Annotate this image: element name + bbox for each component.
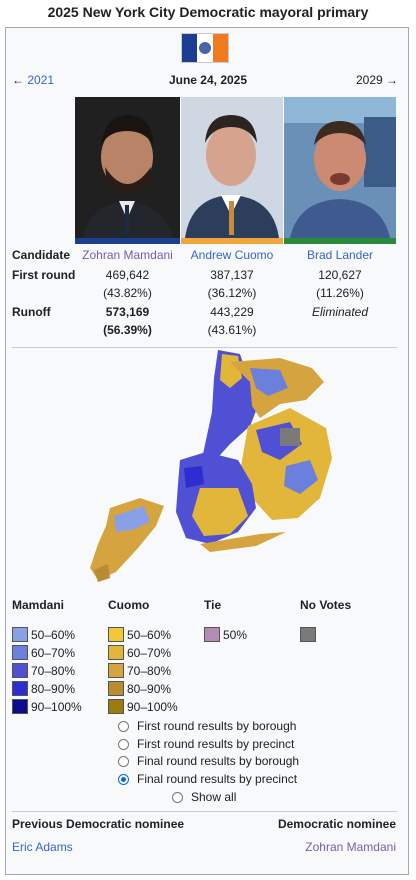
option-first-round-borough[interactable]: First round results by borough — [118, 719, 296, 733]
option-show-all[interactable]: Show all — [172, 790, 236, 804]
divider — [12, 811, 397, 812]
nyc-flag-image[interactable] — [181, 33, 229, 63]
legend-swatch-cuomo-70-80 — [108, 663, 124, 678]
cuomo-first-votes: 387,137 — [210, 268, 254, 282]
legend-label-cuomo-90-100: 90–100% — [127, 700, 178, 714]
cuomo-first-pct: (36.12%) — [207, 286, 257, 300]
cuomo-color-strip — [181, 238, 283, 244]
cuomo-photo[interactable] — [181, 97, 283, 238]
lander-color-strip — [284, 238, 396, 244]
lander-first-votes: 120,627 — [318, 268, 362, 282]
lander-first-pct: (11.26%) — [316, 286, 364, 300]
legend-label-mamdani-90-100: 90–100% — [31, 700, 82, 714]
lander-runoff-status: Eliminated — [311, 305, 369, 319]
legend-swatch-cuomo-60-70 — [108, 645, 124, 660]
legend-title-mamdani: Mamdani — [12, 598, 65, 612]
mamdani-color-strip — [75, 238, 180, 244]
left-arrow-icon: ← — [12, 73, 24, 87]
lander-photo[interactable] — [284, 97, 396, 238]
radio-icon[interactable] — [118, 755, 129, 767]
runoff-label: Runoff — [12, 305, 51, 319]
legend-label-cuomo-50-60: 50–60% — [127, 628, 172, 642]
legend-swatch-cuomo-80-90 — [108, 681, 124, 696]
mamdani-name-link[interactable]: Zohran Mamdani — [82, 248, 173, 262]
legend-swatch-mamdani-50-60 — [12, 627, 28, 642]
first-round-label: First round — [12, 268, 76, 282]
cuomo-runoff-votes: 443,229 — [210, 305, 254, 319]
legend-label-cuomo-60-70: 60–70% — [127, 646, 172, 660]
legend-label-mamdani-50-60: 50–60% — [31, 628, 76, 642]
legend-swatch-mamdani-90-100 — [12, 699, 28, 714]
infobox-title: 2025 New York City Democratic mayoral pr… — [47, 4, 369, 20]
divider — [12, 347, 397, 348]
zohran-mamdani-link[interactable]: Zohran Mamdani — [305, 840, 396, 854]
radio-icon[interactable] — [118, 720, 129, 732]
next-election-link[interactable]: 2029 → — [356, 73, 399, 87]
right-arrow-icon: → — [386, 73, 399, 87]
prev-election-link[interactable]: ← 2021 — [12, 73, 55, 87]
legend-label-mamdani-70-80: 70–80% — [31, 664, 76, 678]
cuomo-runoff-pct: (43.61%) — [207, 323, 257, 337]
radio-icon[interactable] — [172, 791, 183, 803]
legend-title-tie: Tie — [204, 598, 222, 612]
radio-icon[interactable] — [118, 738, 129, 750]
legend-swatch-cuomo-50-60 — [108, 627, 124, 642]
candidate-row-label: Candidate — [12, 248, 71, 262]
previous-nominee-label: Previous Democratic nominee — [12, 817, 185, 831]
legend-swatch-no-votes — [300, 627, 316, 642]
lander-name-link[interactable]: Brad Lander — [306, 248, 374, 262]
legend-label-mamdani-60-70: 60–70% — [31, 646, 76, 660]
legend-title-cuomo: Cuomo — [108, 598, 150, 612]
legend-label-cuomo-80-90: 80–90% — [127, 682, 172, 696]
precinct-results-map[interactable] — [80, 348, 335, 588]
legend-swatch-mamdani-70-80 — [12, 663, 28, 678]
mamdani-runoff-votes: 573,169 — [105, 305, 150, 319]
legend-swatch-cuomo-90-100 — [108, 699, 124, 714]
election-date: June 24, 2025 — [168, 73, 248, 87]
eric-adams-link[interactable]: Eric Adams — [12, 840, 73, 854]
legend-label-mamdani-80-90: 80–90% — [31, 682, 76, 696]
option-final-round-borough[interactable]: Final round results by borough — [118, 754, 299, 768]
legend-label-cuomo-70-80: 70–80% — [127, 664, 172, 678]
mamdani-photo[interactable] — [75, 97, 180, 238]
legend-title-no-votes: No Votes — [300, 598, 352, 612]
legend-swatch-tie — [204, 627, 220, 642]
mamdani-runoff-pct: (56.39%) — [103, 323, 152, 337]
radio-selected-icon[interactable] — [118, 773, 129, 785]
cuomo-name-link[interactable]: Andrew Cuomo — [190, 248, 274, 262]
legend-swatch-mamdani-60-70 — [12, 645, 28, 660]
mamdani-first-votes: 469,642 — [105, 268, 150, 282]
legend-label-tie: 50% — [223, 628, 248, 642]
option-final-round-precinct[interactable]: Final round results by precinct — [118, 772, 297, 786]
mamdani-first-pct: (43.82%) — [103, 286, 152, 300]
legend-swatch-mamdani-80-90 — [12, 681, 28, 696]
current-nominee-label: Democratic nominee — [277, 817, 396, 831]
option-first-round-precinct[interactable]: First round results by precinct — [118, 737, 294, 751]
